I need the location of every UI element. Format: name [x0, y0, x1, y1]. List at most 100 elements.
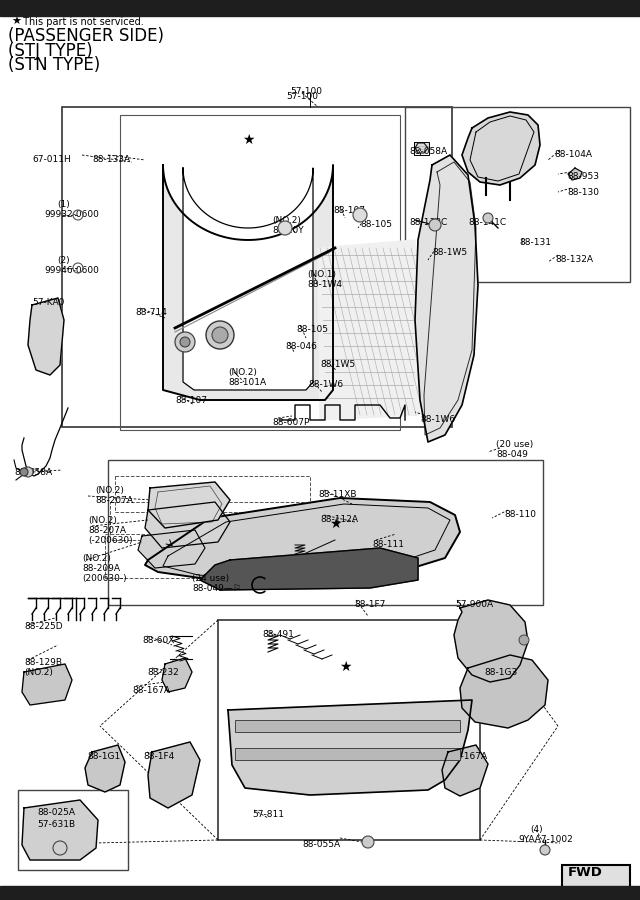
Text: 57-811: 57-811 [252, 810, 284, 819]
Text: 88-058A: 88-058A [14, 468, 52, 477]
Circle shape [540, 845, 550, 855]
Polygon shape [415, 155, 478, 442]
Text: 88-225D: 88-225D [24, 622, 63, 631]
Text: 88-111: 88-111 [372, 540, 404, 549]
Text: 57-100: 57-100 [290, 87, 322, 96]
Polygon shape [138, 530, 205, 568]
Text: 57-100: 57-100 [286, 92, 318, 101]
Circle shape [519, 635, 529, 645]
Text: (200630-): (200630-) [82, 574, 127, 583]
Text: FWD: FWD [568, 866, 603, 879]
Text: (NO.2): (NO.2) [272, 216, 301, 225]
Text: (NO.2): (NO.2) [95, 486, 124, 495]
Text: 88-141C: 88-141C [468, 218, 506, 227]
Text: 88-055A: 88-055A [302, 840, 340, 849]
Polygon shape [145, 498, 460, 585]
Text: 88-131: 88-131 [519, 238, 551, 247]
Bar [105, 534, 303, 578]
Circle shape [483, 213, 493, 223]
Text: 9YAA7-1002: 9YAA7-1002 [518, 835, 573, 844]
Polygon shape [183, 168, 313, 390]
Circle shape [180, 337, 190, 347]
Polygon shape [148, 742, 200, 808]
Text: ★: ★ [329, 517, 341, 531]
Text: 99946-0600: 99946-0600 [44, 266, 99, 275]
Bar [0, 886, 640, 900]
Polygon shape [162, 658, 192, 692]
Text: 88-1G3: 88-1G3 [484, 668, 517, 677]
Text: 88-138C: 88-138C [409, 218, 447, 227]
Polygon shape [228, 700, 472, 795]
Text: 88-110: 88-110 [504, 510, 536, 519]
Bar [562, 865, 630, 890]
Text: (1): (1) [57, 200, 70, 209]
Text: 88-607P: 88-607P [272, 418, 309, 427]
Text: 88-60X: 88-60X [142, 636, 174, 645]
Text: 88-11XB: 88-11XB [318, 490, 356, 499]
Text: 88-1W6: 88-1W6 [420, 415, 455, 424]
Bar [108, 460, 543, 605]
Text: ★: ★ [11, 17, 21, 27]
Polygon shape [148, 482, 230, 528]
Circle shape [23, 467, 33, 477]
Circle shape [175, 332, 195, 352]
Text: 88-104A: 88-104A [554, 150, 592, 159]
Text: 88-491: 88-491 [262, 630, 294, 639]
Circle shape [206, 321, 234, 349]
Text: 88-167A: 88-167A [449, 752, 487, 761]
Text: 88-105: 88-105 [360, 220, 392, 229]
Text: 88-167A: 88-167A [132, 686, 170, 695]
Circle shape [278, 221, 292, 235]
Bar [115, 476, 310, 512]
Text: 88-130: 88-130 [567, 188, 599, 197]
Bar [110, 502, 310, 540]
Circle shape [212, 327, 228, 343]
Text: 88-1W5: 88-1W5 [432, 248, 467, 257]
Bar [235, 720, 460, 732]
Text: 88-025A: 88-025A [37, 808, 75, 817]
Text: (NO.2): (NO.2) [24, 668, 53, 677]
Text: (NO.1): (NO.1) [307, 270, 336, 279]
Text: 88-1W6: 88-1W6 [308, 380, 343, 389]
Polygon shape [163, 165, 333, 400]
Text: (20 use): (20 use) [496, 440, 533, 449]
Text: 88-207A: 88-207A [88, 526, 126, 535]
Polygon shape [85, 745, 125, 792]
Text: 57-KA0: 57-KA0 [32, 298, 65, 307]
Text: 88-714: 88-714 [135, 308, 167, 317]
Circle shape [353, 208, 367, 222]
Text: 88-953: 88-953 [567, 172, 599, 181]
Text: 88-058A: 88-058A [409, 147, 447, 156]
Circle shape [429, 219, 441, 231]
Polygon shape [462, 112, 540, 185]
Text: 88-1F7: 88-1F7 [354, 600, 385, 609]
Text: 88-133A: 88-133A [92, 155, 130, 164]
Polygon shape [200, 548, 418, 590]
Polygon shape [22, 664, 72, 705]
Text: ★: ★ [242, 133, 254, 147]
Text: 88-1G1: 88-1G1 [87, 752, 120, 761]
FancyArrowPatch shape [583, 875, 615, 881]
Polygon shape [318, 240, 420, 420]
Text: 88-129B: 88-129B [24, 658, 62, 667]
Text: 88-112A: 88-112A [320, 515, 358, 524]
Polygon shape [22, 800, 98, 860]
Text: 88-046: 88-046 [285, 342, 317, 351]
Bar [62, 107, 452, 427]
Circle shape [20, 468, 28, 476]
Polygon shape [460, 655, 548, 728]
Text: 88-101A: 88-101A [228, 378, 266, 387]
Text: (4): (4) [530, 825, 543, 834]
Polygon shape [145, 502, 230, 548]
Text: (-200630): (-200630) [88, 536, 132, 545]
Text: 88-107: 88-107 [333, 206, 365, 215]
Text: (NO.2): (NO.2) [88, 516, 117, 525]
Bar [405, 107, 630, 282]
Text: (NO.2): (NO.2) [82, 554, 111, 563]
Text: ★: ★ [339, 660, 351, 674]
Text: 88-132A: 88-132A [555, 255, 593, 264]
Text: 88-105: 88-105 [296, 325, 328, 334]
Bar [18, 790, 128, 870]
Text: 88-10Y: 88-10Y [272, 226, 303, 235]
Polygon shape [568, 168, 582, 180]
